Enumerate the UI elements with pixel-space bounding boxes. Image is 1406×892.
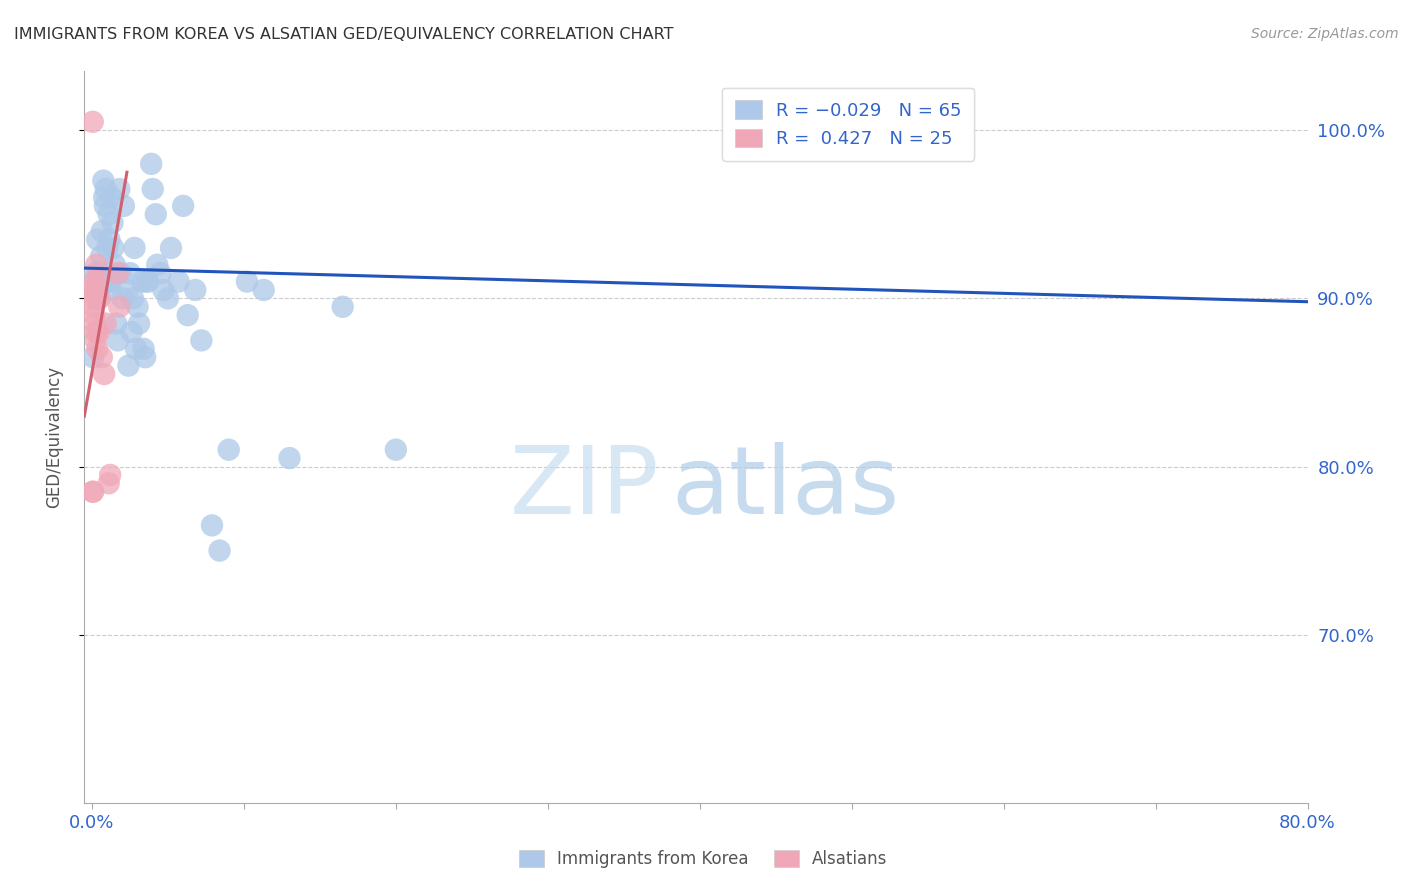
Point	[82, 275, 104, 289]
Point	[97, 476, 120, 491]
Point	[89, 266, 111, 280]
Point	[201, 518, 224, 533]
Text: atlas: atlas	[672, 442, 900, 534]
Point	[125, 342, 148, 356]
Point	[110, 266, 132, 280]
Point	[98, 233, 121, 247]
Point	[124, 241, 146, 255]
Point	[98, 467, 121, 482]
Point	[127, 300, 149, 314]
Point	[100, 283, 122, 297]
Point	[98, 275, 121, 289]
Point	[104, 258, 127, 272]
Legend: R = −0.029   N = 65, R =  0.427   N = 25: R = −0.029 N = 65, R = 0.427 N = 25	[723, 87, 974, 161]
Point	[208, 543, 231, 558]
Point	[176, 308, 198, 322]
Point	[105, 317, 128, 331]
Text: ZIP: ZIP	[509, 442, 659, 534]
Point	[83, 291, 105, 305]
Point	[131, 275, 153, 289]
Point	[84, 325, 107, 339]
Point	[94, 182, 117, 196]
Point	[141, 157, 163, 171]
Point	[118, 266, 141, 280]
Point	[82, 283, 104, 297]
Point	[94, 317, 117, 331]
Point	[142, 182, 165, 196]
Point	[89, 291, 111, 305]
Point	[87, 325, 110, 339]
Point	[94, 199, 117, 213]
Point	[167, 275, 190, 289]
Point	[101, 216, 124, 230]
Point	[84, 317, 107, 331]
Point	[93, 190, 115, 204]
Point	[146, 258, 169, 272]
Point	[90, 249, 112, 263]
Point	[93, 367, 115, 381]
Point	[111, 291, 134, 305]
Point	[108, 300, 131, 314]
Point	[86, 233, 108, 247]
Point	[87, 275, 110, 289]
Point	[83, 300, 105, 314]
Point	[134, 350, 156, 364]
Point	[86, 342, 108, 356]
Point	[84, 275, 107, 289]
Point	[83, 308, 105, 322]
Point	[82, 350, 104, 364]
Point	[121, 325, 143, 339]
Y-axis label: GED/Equivalency: GED/Equivalency	[45, 366, 63, 508]
Point	[84, 258, 107, 272]
Point	[86, 291, 108, 305]
Point	[107, 266, 129, 280]
Point	[278, 451, 301, 466]
Point	[82, 115, 104, 129]
Point	[96, 241, 118, 255]
Point	[149, 266, 172, 280]
Point	[87, 275, 110, 289]
Point	[135, 275, 157, 289]
Point	[136, 275, 159, 289]
Point	[86, 283, 108, 297]
Point	[87, 291, 110, 305]
Legend: Immigrants from Korea, Alsatians: Immigrants from Korea, Alsatians	[512, 843, 894, 875]
Point	[90, 350, 112, 364]
Text: IMMIGRANTS FROM KOREA VS ALSATIAN GED/EQUIVALENCY CORRELATION CHART: IMMIGRANTS FROM KOREA VS ALSATIAN GED/EQ…	[14, 27, 673, 42]
Point	[93, 174, 115, 188]
Point	[117, 359, 139, 373]
Point	[385, 442, 408, 457]
Point	[160, 241, 183, 255]
Point	[128, 317, 150, 331]
Point	[97, 207, 120, 221]
Text: Source: ZipAtlas.com: Source: ZipAtlas.com	[1251, 27, 1399, 41]
Point	[90, 224, 112, 238]
Point	[184, 283, 207, 297]
Point	[156, 291, 179, 305]
Point	[100, 190, 122, 204]
Point	[97, 275, 120, 289]
Point	[145, 207, 167, 221]
Point	[82, 484, 104, 499]
Point	[253, 283, 276, 297]
Point	[107, 334, 129, 348]
Point	[108, 182, 131, 196]
Point	[190, 334, 212, 348]
Point	[84, 334, 107, 348]
Point	[152, 283, 174, 297]
Point	[86, 325, 108, 339]
Point	[236, 275, 259, 289]
Point	[218, 442, 240, 457]
Point	[122, 291, 145, 305]
Point	[82, 484, 104, 499]
Point	[332, 300, 354, 314]
Point	[112, 199, 135, 213]
Point	[172, 199, 194, 213]
Point	[115, 283, 138, 297]
Point	[103, 241, 125, 255]
Point	[83, 266, 105, 280]
Point	[132, 342, 155, 356]
